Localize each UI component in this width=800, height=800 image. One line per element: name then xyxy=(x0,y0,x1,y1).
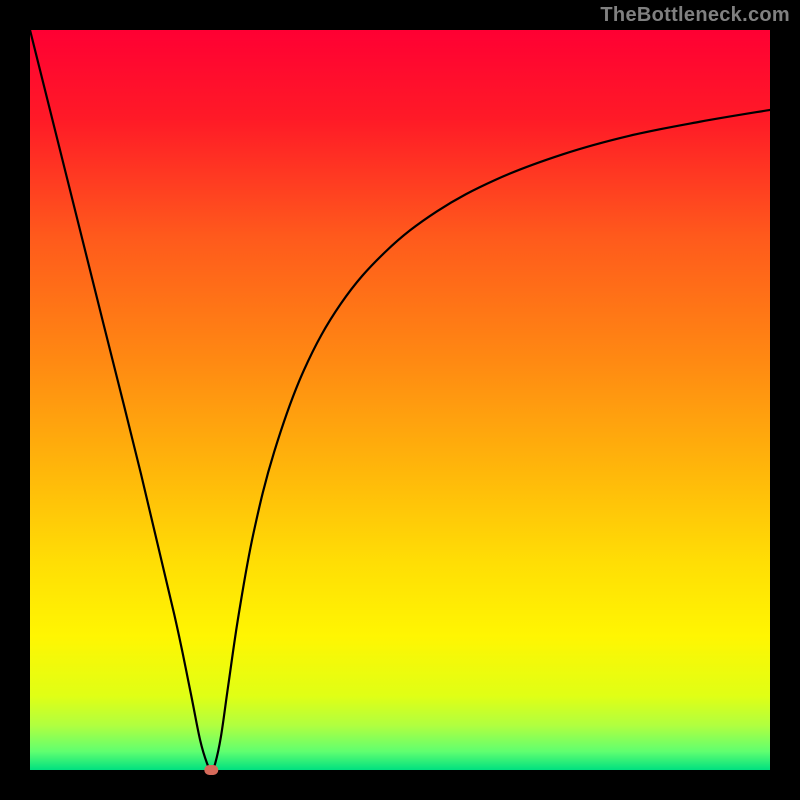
gradient-background xyxy=(30,30,770,770)
watermark-text: TheBottleneck.com xyxy=(600,4,790,27)
minimum-marker xyxy=(204,765,218,775)
bottleneck-chart-svg xyxy=(0,0,800,800)
chart-container: TheBottleneck.com xyxy=(0,0,800,800)
